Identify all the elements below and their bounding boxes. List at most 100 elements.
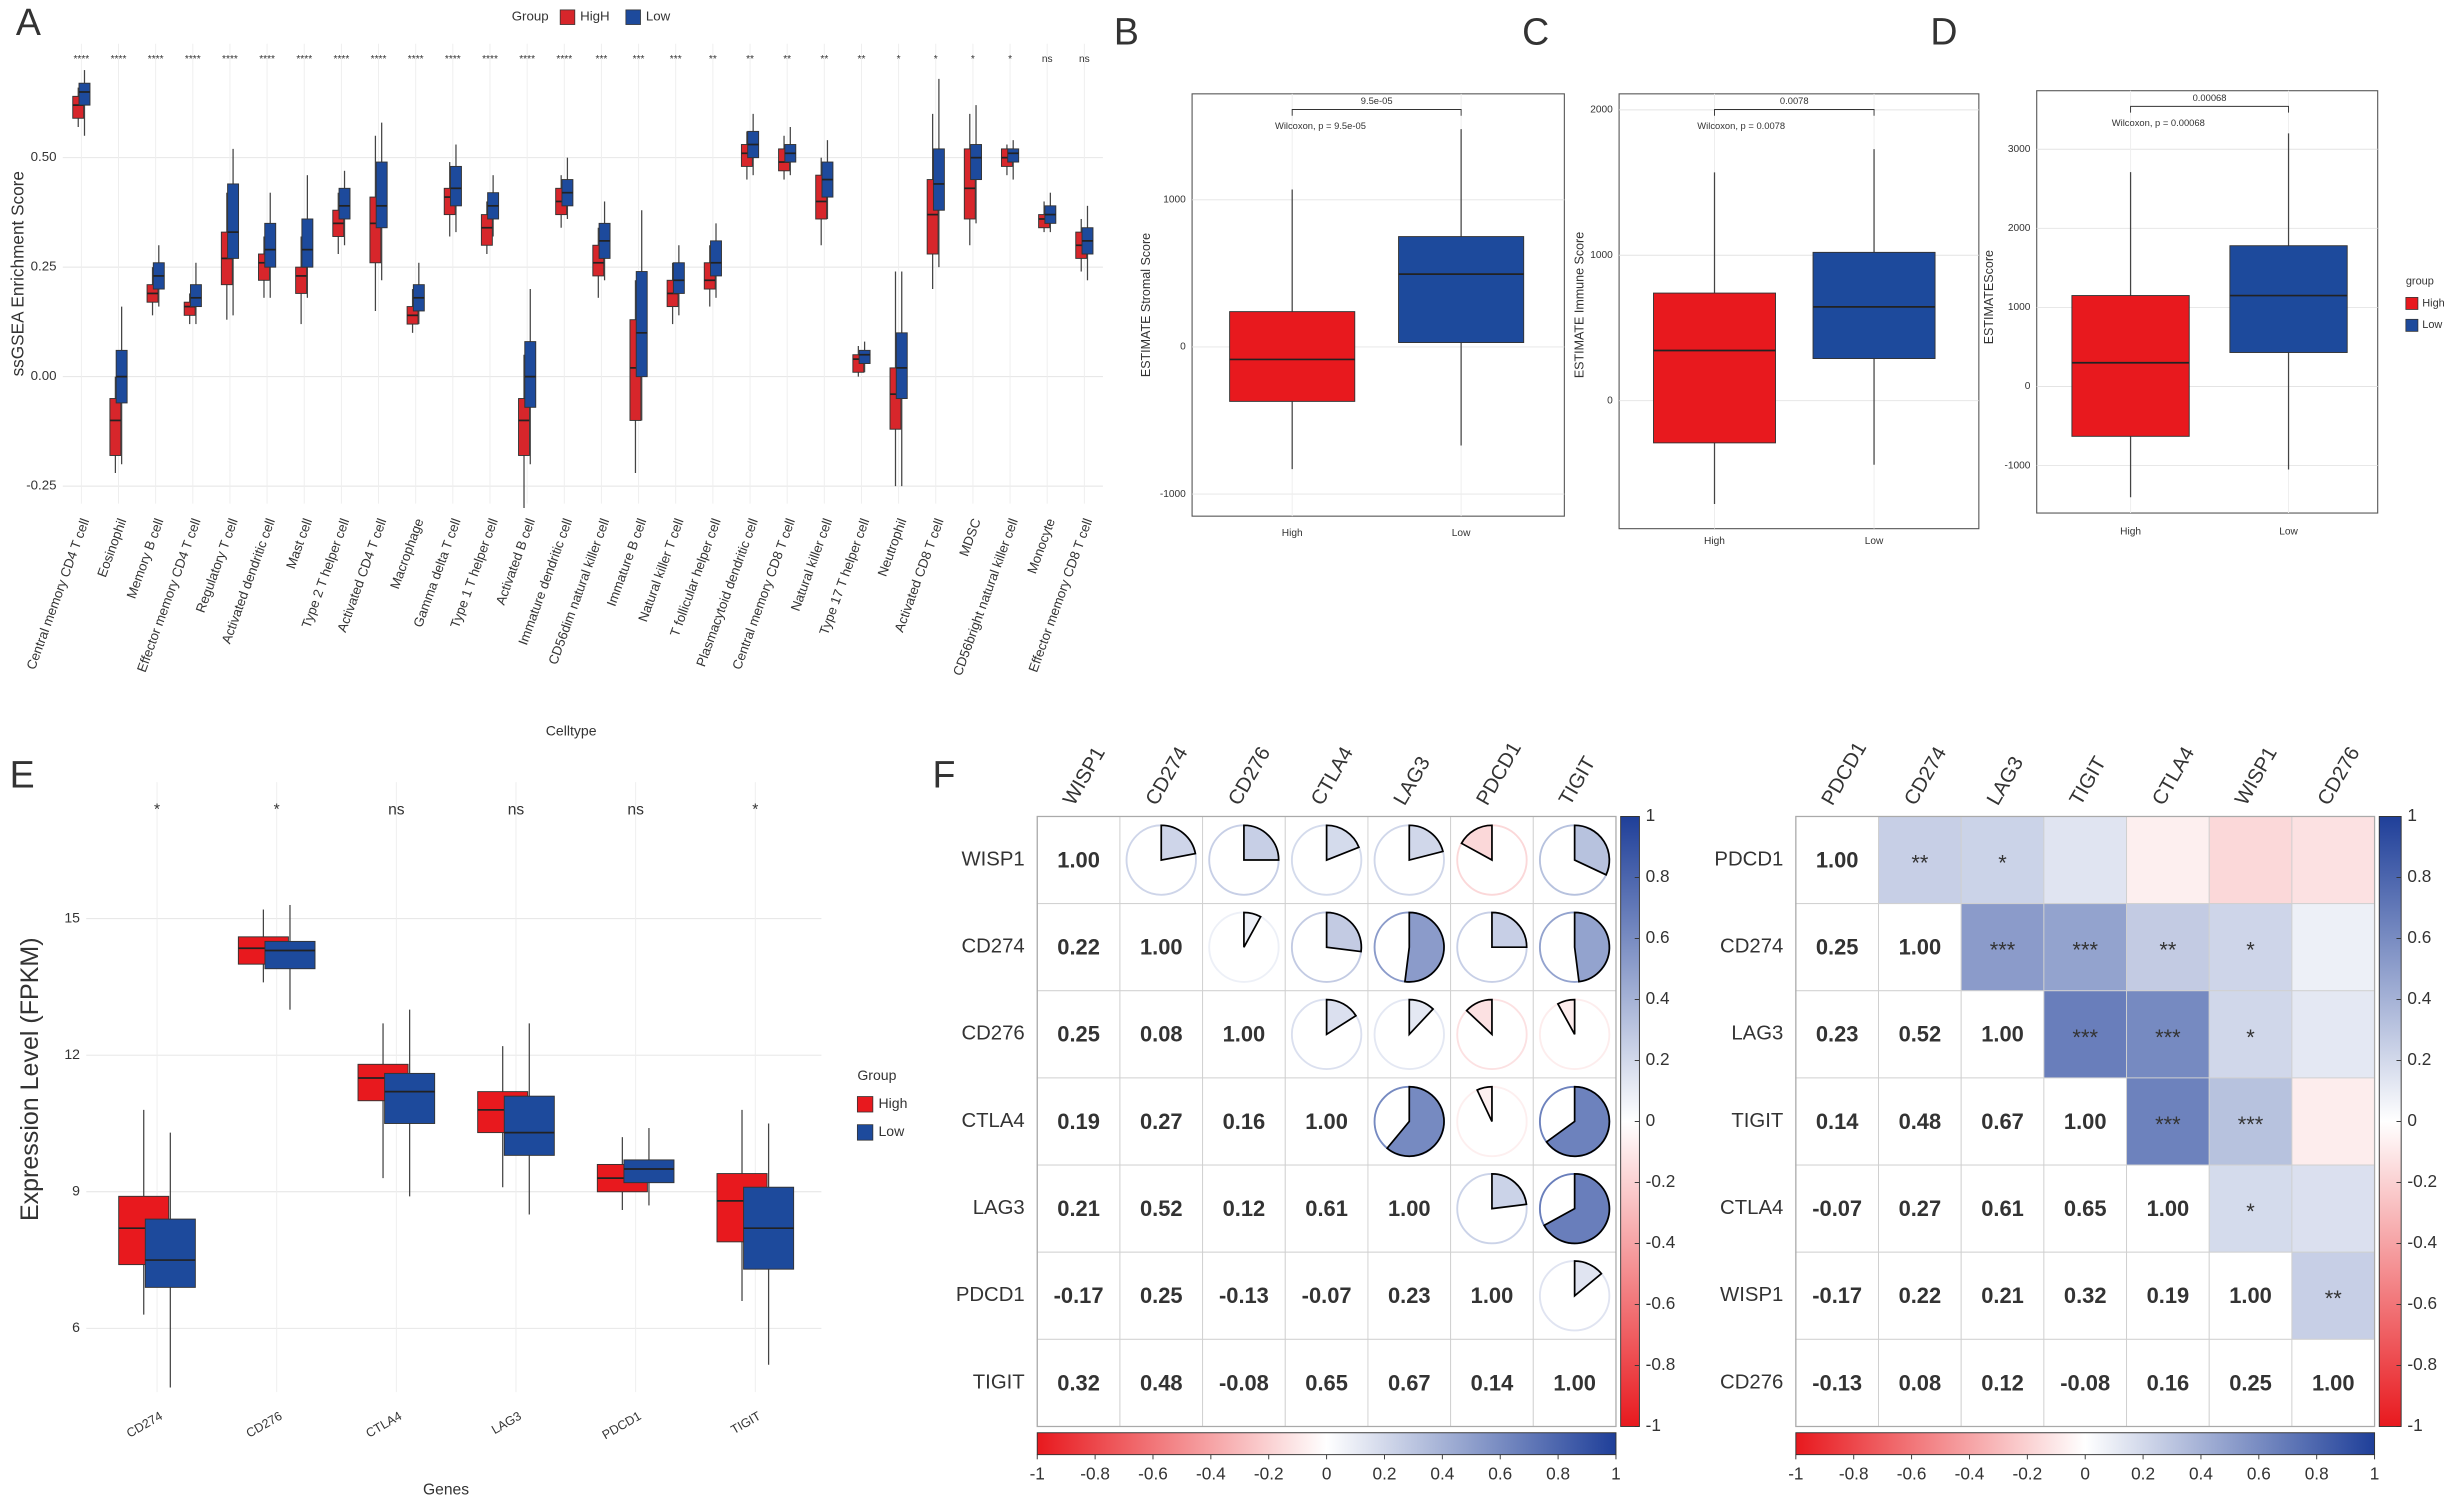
cell <box>1367 1338 1452 1427</box>
colorbar-tick-label: 0 <box>2080 1464 2090 1484</box>
heatmap-cell <box>2208 1077 2293 1166</box>
significance-label: **** <box>408 54 424 65</box>
colorbar-tick-label: -0.2 <box>1646 1171 1676 1191</box>
correlation-value: 0.12 <box>1223 1196 1266 1221</box>
cell <box>1960 1338 2045 1427</box>
row-label: CD274 <box>1720 936 1783 958</box>
row-label: LAG3 <box>973 1197 1025 1219</box>
test-label: Wilcoxon, p = 9.5e-05 <box>1275 121 1366 131</box>
y-tick-label: 12 <box>64 1046 80 1062</box>
y-tick-label: 3000 <box>2008 144 2031 155</box>
box <box>480 214 493 246</box>
pie-sector <box>1325 911 1363 953</box>
legend-swatch <box>625 9 641 25</box>
cell <box>1878 1338 1962 1427</box>
correlation-value: -0.07 <box>1812 1196 1862 1221</box>
significance-label: **** <box>259 54 275 65</box>
significance-label: **** <box>185 54 201 65</box>
legend-label: High <box>878 1095 907 1111</box>
cell <box>1532 1338 1617 1427</box>
correlation-value: 1.00 <box>1223 1022 1266 1047</box>
cell <box>1284 1338 1369 1427</box>
p-value-label: 0.00068 <box>2193 93 2227 103</box>
heatmap-cell <box>2126 1077 2210 1166</box>
cell <box>1036 990 1121 1079</box>
box <box>264 222 277 268</box>
heatmap-cell <box>2043 816 2128 905</box>
correlation-value: 0.65 <box>2064 1196 2107 1221</box>
correlation-value: 1.00 <box>1471 1283 1514 1308</box>
legend-title: Group <box>512 9 549 24</box>
y-tick-label: 6 <box>72 1319 80 1335</box>
significance-label: * <box>154 801 160 818</box>
panel-label: B <box>1114 10 1139 52</box>
pie-sector <box>1545 1085 1611 1158</box>
correlation-value: 0.67 <box>1981 1109 2024 1134</box>
colorbar-tick-label: 0.4 <box>2189 1464 2213 1484</box>
cell <box>1202 1338 1286 1427</box>
correlation-value: 0.48 <box>1899 1109 1942 1134</box>
y-axis-title: ESTIMATE Immune Score <box>1572 232 1586 378</box>
cell <box>1960 1077 2045 1166</box>
legend-swatch <box>856 1124 874 1141</box>
box <box>963 148 976 220</box>
colorbar-tick-label: -0.8 <box>2407 1354 2437 1374</box>
correlation-value: 0.14 <box>1816 1109 1859 1134</box>
significance-star: ** <box>2159 938 2177 963</box>
pie-sector <box>1573 1260 1603 1298</box>
correlation-value: 0.08 <box>1899 1370 1942 1395</box>
pie-sector <box>1573 911 1611 983</box>
pie-sector <box>1408 998 1435 1037</box>
correlation-value: -0.17 <box>1054 1283 1104 1308</box>
y-axis-title: ssGSEA Enrichment Score <box>8 171 28 376</box>
significance-star: *** <box>2238 1112 2264 1137</box>
significance-label: * <box>752 801 758 818</box>
significance-label: **** <box>445 54 461 65</box>
legend-swatch <box>2405 318 2419 332</box>
correlation-value: 0.19 <box>1057 1109 1100 1134</box>
y-tick-label: -1000 <box>2004 460 2030 471</box>
p-value-label: 9.5e-05 <box>1361 96 1393 106</box>
colorbar <box>1795 1432 2376 1456</box>
correlation-value: 0.27 <box>1140 1109 1183 1134</box>
box <box>710 240 722 277</box>
significance-label: ** <box>709 54 717 65</box>
significance-label: ns <box>388 801 405 818</box>
significance-label: **** <box>73 54 89 65</box>
significance-label: *** <box>596 54 608 65</box>
row-label: WISP1 <box>1720 1284 1783 1306</box>
cell <box>1119 990 1204 1079</box>
colorbar-tick-label: 0.8 <box>1646 866 1670 886</box>
box <box>189 284 202 308</box>
heatmap-cell <box>2291 903 2376 992</box>
significance-label: ns <box>508 801 525 818</box>
significance-label: ns <box>1079 54 1090 65</box>
cell <box>2126 1338 2210 1427</box>
correlation-value: 1.00 <box>1553 1370 1596 1395</box>
correlation-value: 0.48 <box>1140 1370 1183 1395</box>
row-label: PDCD1 <box>1714 848 1783 870</box>
box <box>1007 148 1020 163</box>
colorbar-tick-label: 0.6 <box>1488 1464 1512 1484</box>
panel-label: F <box>932 753 955 795</box>
x-tick-label: Low <box>2279 526 2298 537</box>
cell <box>1202 1164 1286 1253</box>
significance-label: **** <box>148 54 164 65</box>
significance-label: * <box>971 54 975 65</box>
cell <box>1795 816 1879 905</box>
colorbar-tick-label: -0.8 <box>1080 1464 1110 1484</box>
pie-sector <box>1243 824 1280 861</box>
box <box>524 341 537 408</box>
significance-label: * <box>897 54 901 65</box>
box <box>926 179 939 255</box>
correlation-value: -0.17 <box>1812 1283 1862 1308</box>
significance-bracket <box>1714 109 1875 116</box>
correlation-value: 1.00 <box>2064 1109 2107 1134</box>
box <box>295 266 308 294</box>
p-value-label: 0.0078 <box>1780 96 1809 106</box>
correlation-value: 1.00 <box>1899 935 1942 960</box>
significance-star: *** <box>2072 1025 2098 1050</box>
legend-title: Group <box>857 1067 896 1083</box>
cell <box>2208 1338 2293 1427</box>
significance-star: ** <box>1911 851 1929 876</box>
